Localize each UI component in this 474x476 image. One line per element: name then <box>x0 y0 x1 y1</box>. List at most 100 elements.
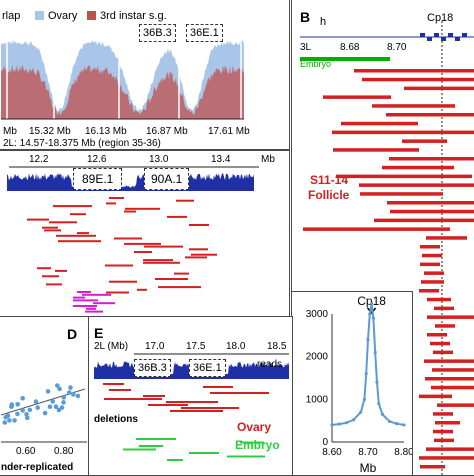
inset-point-7 <box>366 338 370 342</box>
panel-a: rlap Ovary 3rd instar s.g. 36B.3 36E.1 M… <box>0 0 290 150</box>
follicle-deletion-bar-14 <box>360 192 443 196</box>
follicle-deletion-bar-19 <box>426 236 467 240</box>
d-point-22 <box>5 413 11 418</box>
follicle-deletion-bar-32 <box>433 350 453 355</box>
panel-d: D 0.60 0.80 nder-replicated <box>0 316 89 476</box>
c-unit-mb: Mb <box>261 154 275 165</box>
panel-d-label: D <box>67 326 78 342</box>
b-gene-model-1 <box>427 37 432 41</box>
follicle-deletion-bar-22 <box>420 262 440 267</box>
tick-label-0: Mb <box>3 126 17 137</box>
d-point-17 <box>56 407 62 413</box>
c-deletion-bar-2 <box>106 202 116 205</box>
follicle-deletion-bar-11 <box>382 165 454 170</box>
e-ovary-bar-3 <box>210 392 269 394</box>
inset-y-tick-3: 3000 <box>306 309 329 320</box>
d-point-19 <box>20 396 26 401</box>
b-gene-model-3 <box>441 37 446 41</box>
panel-c: 12.2 12.6 13.0 13.4 Mb 89E.1 90A.1 <box>0 150 290 318</box>
panel-a-coverage-plot <box>1 21 244 120</box>
c-deletion-bar-12 <box>44 229 61 232</box>
region-caption: 2L: 14.57-18.375 Mb (region 35-36) <box>3 138 161 149</box>
d-point-0 <box>61 395 67 400</box>
chrom-label: 3L <box>300 42 312 53</box>
inset-point-8 <box>368 312 372 316</box>
c-deletion-bar-0 <box>109 197 124 199</box>
c-deletion-bar-21 <box>191 253 217 256</box>
inset-title: Cp18 <box>357 294 386 308</box>
c-deletion-bar-31 <box>109 280 137 283</box>
follicle-deletion-bar-26 <box>427 297 451 302</box>
follicle-deletion-bar-33 <box>424 359 474 363</box>
c-tick-12-2: 12.2 <box>29 154 49 165</box>
c-embryo-bar-4 <box>93 302 115 305</box>
inset-point-14 <box>380 412 384 416</box>
panel-b-label: B <box>300 9 311 25</box>
cp18-peak-chart: 0 1000 2000 3000 8.60 8.70 8.80 Mb Cp18 <box>306 294 413 475</box>
c-deletion-bar-6 <box>70 213 86 216</box>
d-point-2 <box>35 405 40 410</box>
tick-label-3: 16.87 Mb <box>146 126 188 137</box>
follicle-deletion-bar-6 <box>341 121 418 126</box>
c-embryo-bar-6 <box>86 307 96 310</box>
panel-b: B h 3L 8.68 8.70 Cp18 Embryo S11-14 Foll… <box>291 0 474 476</box>
d-point-23 <box>67 390 72 395</box>
b-gene-model-6 <box>462 33 467 37</box>
d-point-31 <box>33 399 39 404</box>
follicle-deletion-bar-34 <box>432 368 474 372</box>
e-embryo-bar-1 <box>240 441 264 444</box>
e-ovary-bar-7 <box>148 404 188 406</box>
c-tick-12-6: 12.6 <box>87 154 107 165</box>
c-deletion-bar-23 <box>143 259 173 262</box>
c-coverage-area <box>7 173 254 191</box>
b-gene-model-4 <box>448 33 453 37</box>
c-deletion-bar-13 <box>77 232 89 235</box>
follicle-deletion-bar-45 <box>420 465 445 469</box>
c-deletion-bar-22 <box>185 256 207 259</box>
inset-y-tick-1: 1000 <box>306 394 329 405</box>
c-tick-13-4: 13.4 <box>211 154 231 165</box>
d-point-29 <box>15 402 21 407</box>
e-tick-17-0: 17.0 <box>145 341 165 352</box>
inset-point-4 <box>359 410 363 414</box>
e-embryo-bar-2 <box>139 445 163 447</box>
panel-e-label: E <box>94 325 104 341</box>
follicle-stage-label: S11-14 <box>310 173 349 187</box>
follicle-deletion-bar-15 <box>387 201 474 205</box>
panel-e: E 2L (Mb) 17.0 17.5 18.0 18.5 reads 36B.… <box>88 316 293 476</box>
e-ovary-bar-5 <box>104 398 162 400</box>
follicle-deletion-bar-43 <box>426 447 474 451</box>
d-tick-0-80: 0.80 <box>54 446 74 457</box>
legend-ovary-swatch <box>35 11 44 20</box>
follicle-deletion-bar-8 <box>402 139 447 143</box>
follicle-deletion-bar-37 <box>419 394 452 399</box>
c-deletion-bar-9 <box>49 221 77 224</box>
c-deletion-bar-25 <box>105 264 133 267</box>
inset-point-11 <box>373 350 377 354</box>
follicle-deletion-bar-7 <box>332 130 474 135</box>
inset-x-tick-1: 8.70 <box>358 447 378 458</box>
c-deletion-bar-5 <box>124 210 136 213</box>
band-label-90a1: 90A.1 <box>144 168 190 190</box>
follicle-deletion-bar-18 <box>303 227 450 231</box>
inset-point-15 <box>388 419 392 424</box>
c-deletion-bar-27 <box>55 269 67 272</box>
e-embryo-bar-4 <box>189 452 219 454</box>
c-deletion-bar-33 <box>158 286 201 289</box>
inset-x-tick-2: 8.80 <box>394 447 413 458</box>
follicle-deletion-bar-13 <box>359 183 474 187</box>
legend-salivary-label: 3rd instar s.g. <box>100 10 167 22</box>
inset-point-12 <box>375 380 379 384</box>
d-point-15 <box>71 392 76 397</box>
c-deletion-bar-16 <box>58 240 101 243</box>
e-tick-18-0: 18.0 <box>226 341 246 352</box>
follicle-deletion-bar-41 <box>433 429 453 434</box>
follicle-label: Follicle <box>308 188 350 202</box>
c-deletion-bar-3 <box>53 205 92 208</box>
inset-point-10 <box>371 316 375 320</box>
inset-point-5 <box>362 397 366 401</box>
c-embryo-bar-0 <box>77 291 91 293</box>
c-deletion-bar-30 <box>155 278 188 280</box>
d-point-5 <box>27 407 33 413</box>
inset-y-tick-0: 0 <box>322 437 328 448</box>
